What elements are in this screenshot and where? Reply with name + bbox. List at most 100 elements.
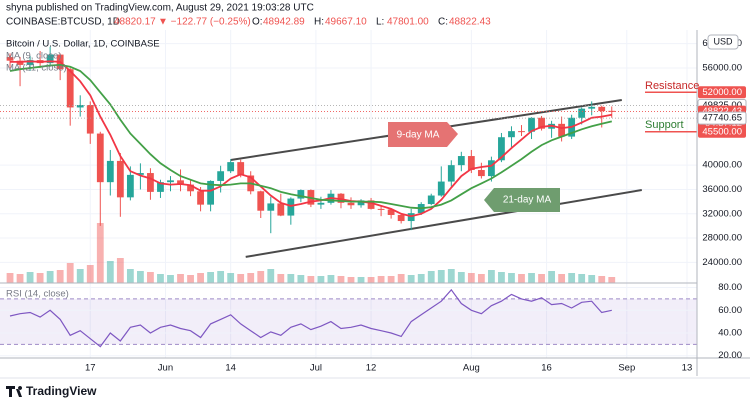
candle-body <box>377 208 385 210</box>
candle-body <box>518 131 525 133</box>
candle-body <box>357 200 365 206</box>
chart-title: Bitcoin / U.S. Dollar, 1D, COINBASE <box>6 39 160 50</box>
candle-body <box>558 123 566 137</box>
candle-body <box>66 69 74 108</box>
trend-line <box>245 189 642 258</box>
volume-bar <box>6 273 14 283</box>
candle-body <box>46 54 54 64</box>
volume-bar <box>267 269 275 283</box>
ma21-callout: 21-day MA <box>484 188 560 212</box>
plot <box>0 46 697 348</box>
ohlc-key: O: <box>252 17 263 28</box>
candle-body <box>96 133 104 183</box>
volume-bar <box>427 271 435 283</box>
y-tick-label: 24000.00 <box>702 257 742 268</box>
candle-body <box>207 180 215 205</box>
x-tick-label: 13 <box>682 363 693 374</box>
rsi-tick-label: 80.00 <box>718 282 742 293</box>
rsi-band <box>0 298 697 345</box>
price-label: 48822.43 <box>702 106 742 117</box>
volume-bar <box>257 271 265 283</box>
legend-ma9: MA (9, close) <box>6 51 61 62</box>
candle-body <box>6 57 14 61</box>
published: shyna published on TradingView.com, Augu… <box>6 3 314 14</box>
volume-bar <box>177 274 184 283</box>
candle-body <box>16 60 24 65</box>
callout-text: 21-day MA <box>503 195 552 206</box>
candle-body <box>588 106 596 109</box>
volume-bar <box>56 270 64 283</box>
candle-body <box>608 110 616 112</box>
candle-body <box>86 105 94 134</box>
volume-bar <box>307 276 315 283</box>
candle-body <box>26 60 34 65</box>
candle-body <box>488 160 495 177</box>
currency[interactable]: USD <box>713 36 733 46</box>
volume-bar <box>116 258 124 283</box>
candle-body <box>227 162 235 172</box>
logo-icon <box>6 386 23 397</box>
volume-bar <box>447 269 455 283</box>
callout-box <box>484 188 560 212</box>
grid <box>0 30 697 358</box>
volume-bar <box>578 274 586 283</box>
candle-body <box>147 173 154 192</box>
candle-body <box>76 105 84 108</box>
volume-bar <box>66 263 74 283</box>
rsi-legend: RSI (14, close) <box>6 289 69 300</box>
candle-body <box>447 165 455 182</box>
volume-bar <box>437 270 445 283</box>
currency-box[interactable] <box>707 34 739 50</box>
candle-body <box>387 209 395 215</box>
candle-body <box>457 156 465 166</box>
symbol-line: COINBASE:BTCUSD, 1D 48820.17 ▼ −122.77 (… <box>6 17 491 28</box>
candle-body <box>347 202 355 206</box>
volume-bar <box>518 274 525 283</box>
legend-ma21: MA (21, close) <box>6 63 67 74</box>
callout-text: 9-day MA <box>397 130 440 141</box>
rsi-line <box>9 288 612 348</box>
change: ▼ −122.77 (−0.25%) <box>158 17 251 28</box>
candle-body <box>297 190 305 199</box>
volume-bar <box>477 274 485 283</box>
x-tick-label: 17 <box>85 363 96 374</box>
volume-bar <box>377 276 385 283</box>
price-label-box <box>698 125 746 138</box>
candle-body <box>267 203 275 211</box>
volume-bar <box>126 269 134 283</box>
volume-bar <box>548 271 555 283</box>
ma-line <box>9 63 613 210</box>
volume-bar <box>157 274 164 283</box>
volume-bar <box>36 273 44 283</box>
volume-bar <box>528 273 535 283</box>
volume-bar <box>538 274 545 283</box>
volume-bar <box>167 275 174 283</box>
currency-button[interactable]: USD <box>707 34 739 50</box>
volume-bar <box>337 276 345 283</box>
candle-body <box>367 200 375 209</box>
candle-body <box>317 202 325 205</box>
volume-bar <box>76 269 84 283</box>
x-tick-label: 12 <box>366 363 377 374</box>
volume-bar <box>46 271 54 283</box>
volume-bar <box>287 274 295 283</box>
y-tick-label: 40000.00 <box>702 160 742 171</box>
volume-bar <box>187 275 194 283</box>
ohlc-value: 47801.00 <box>387 17 429 28</box>
candle-body <box>578 108 586 118</box>
x-tick-label: 16 <box>541 363 552 374</box>
volume-bar <box>558 274 566 283</box>
volume-bar <box>367 277 375 283</box>
volume-bar <box>86 265 94 283</box>
volume-bar <box>237 274 245 283</box>
ohlc-key: H: <box>314 17 324 28</box>
volume-bar <box>327 275 335 283</box>
logo: TradingView <box>6 384 97 398</box>
volume-bar <box>297 275 305 283</box>
ohlc-value: 49667.10 <box>325 17 367 28</box>
ma9-callout: 9-day MA <box>388 122 458 147</box>
volume-bar <box>26 272 34 283</box>
volume-bar <box>247 273 255 283</box>
